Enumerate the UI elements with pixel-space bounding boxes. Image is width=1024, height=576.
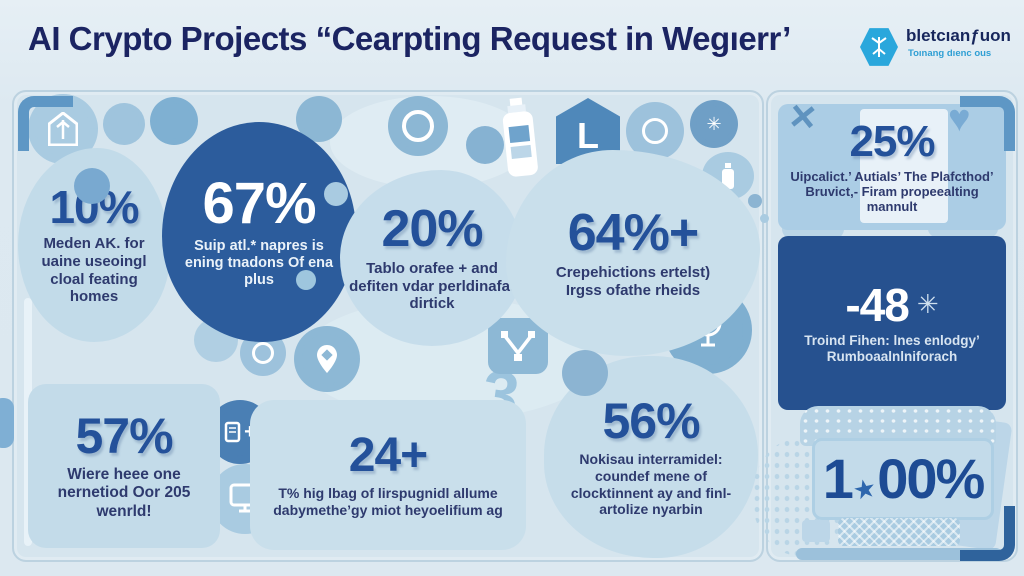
spiral-icon bbox=[252, 342, 274, 364]
stat-minus-48-card: -48 ✳ Troind Fihen: lnes enlodgy’ Rumboa… bbox=[778, 236, 1006, 410]
stat-caption: Meden AK. for uaine useoingl cloal feati… bbox=[41, 235, 147, 306]
ring-icon bbox=[642, 118, 668, 144]
location-pin-icon bbox=[317, 345, 337, 373]
page-title: AI Crypto Projects “Cearpting Request in… bbox=[28, 20, 791, 57]
typewriter-grille bbox=[838, 518, 960, 546]
gear-icon bbox=[466, 126, 504, 164]
corner-bracket-top-left bbox=[18, 96, 73, 151]
sphere-decoration bbox=[74, 168, 110, 204]
snowflake-icon: ✳ bbox=[916, 289, 939, 320]
star-icon: ★ bbox=[849, 471, 879, 506]
hexagon-logo-icon bbox=[860, 28, 898, 66]
stat-caption: T% hig lbag of lirspugnidl allume dabyme… bbox=[273, 484, 503, 518]
funnel-diagram-icon bbox=[501, 331, 535, 361]
stat-value: -48 bbox=[845, 278, 909, 331]
sphere-decoration bbox=[296, 270, 316, 290]
stat-100-suffix: 00% bbox=[877, 447, 985, 510]
stat-value: 56% bbox=[602, 393, 700, 450]
antler-icon bbox=[871, 37, 887, 57]
x-mark-icon: × bbox=[787, 90, 819, 143]
stat-caption: Tablo orafee + and defiten vdar perldina… bbox=[349, 259, 515, 313]
sanitizer-bottle-icon bbox=[493, 94, 546, 187]
typewriter-key bbox=[802, 520, 830, 542]
stat-24-plus: 24+ T% hig lbag of lirspugnidl allume da… bbox=[250, 400, 526, 550]
typewriter-key bbox=[966, 520, 994, 542]
typewriter-base bbox=[796, 548, 1002, 560]
stat-25-percent-card: 25% Uipcalict.’ Autials’ The Plafcthod’ … bbox=[778, 104, 1006, 230]
stat-20-percent: 20% Tablo orafee + and defiten vdar perl… bbox=[340, 170, 524, 346]
gear-icon bbox=[296, 96, 342, 142]
stat-value-row: -48 ✳ bbox=[845, 282, 938, 328]
brand-name: bletcıanƒuon bbox=[906, 26, 1011, 45]
sphere-decoration bbox=[748, 194, 762, 208]
stat-caption: Troind Fihen: lnes enlodgy’ Rumboaalnlni… bbox=[804, 332, 980, 364]
stat-value: 64%+ bbox=[567, 203, 699, 262]
gear-icon bbox=[150, 97, 198, 145]
stat-100-prefix: 1 bbox=[822, 447, 854, 510]
sphere-decoration bbox=[562, 350, 608, 396]
stat-value: 57% bbox=[75, 408, 173, 465]
corner-bracket-bottom-right bbox=[960, 506, 1015, 561]
stat-57-percent: 57% Wiere heee one nernetiod Oor 205 wen… bbox=[28, 384, 220, 548]
stat-value: 67% bbox=[202, 170, 316, 236]
sphere-decoration bbox=[324, 182, 348, 206]
pin-gear bbox=[294, 326, 360, 392]
brand-tagline: Toınang dıenc ous bbox=[908, 48, 992, 59]
stat-caption: Wiere heee one nernetiod Oor 205 wenrld! bbox=[57, 466, 191, 520]
stat-caption: Suip atl.* napres is ening tnadons Of en… bbox=[184, 237, 334, 289]
emblem-badge-gear bbox=[388, 96, 448, 156]
stat-value: 24+ bbox=[348, 428, 428, 482]
window-shape bbox=[860, 109, 948, 223]
corner-bracket-top-right bbox=[960, 96, 1015, 151]
stat-64-percent-plus: 64%+ Crepehictions ertelst) Irgss ofathe… bbox=[506, 150, 760, 356]
bug-icon: ✳ bbox=[706, 113, 722, 134]
sphere-decoration bbox=[760, 214, 769, 223]
stat-caption: Crepehictions ertelst) Irgss ofathe rhei… bbox=[555, 263, 711, 299]
stat-caption: Uipcalict.’ Autials’ The Plafcthod’ Bruv… bbox=[790, 168, 994, 215]
stat-caption: Nokisau interramidel: coundef mene of cl… bbox=[570, 451, 732, 518]
stat-67-percent: 67% Suip atl.* napres is ening tnadons O… bbox=[162, 122, 356, 342]
gear-icon bbox=[103, 103, 145, 145]
typewriter-screen: 1 ★ 00% bbox=[812, 438, 994, 520]
building-letter: L bbox=[577, 115, 599, 156]
stat-value: 25% bbox=[849, 116, 935, 166]
bug-gear: ✳ bbox=[690, 100, 738, 148]
book-icon bbox=[224, 421, 241, 443]
stat-value: 20% bbox=[381, 199, 483, 258]
funnel-badge bbox=[488, 318, 548, 374]
edge-blob bbox=[0, 398, 14, 448]
ring-icon bbox=[402, 110, 434, 142]
